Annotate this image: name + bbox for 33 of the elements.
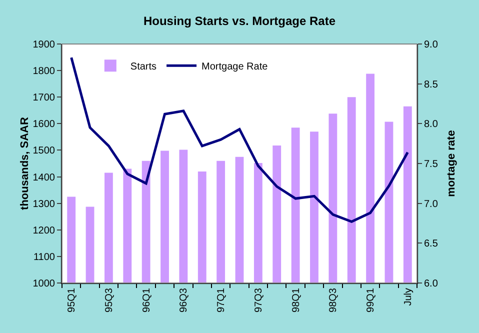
y2-tick-label: 7.0 bbox=[424, 198, 438, 210]
y-tick-label: 1100 bbox=[33, 252, 56, 263]
y2-axis-title: mortage rate bbox=[446, 130, 458, 197]
y-tick-label: 1500 bbox=[32, 146, 56, 157]
x-tick-label: 96Q1 bbox=[141, 288, 152, 312]
x-tick-label: 99Q1 bbox=[366, 288, 377, 312]
y-tick-label: 1900 bbox=[32, 40, 56, 50]
y2-tick-label: 6.0 bbox=[424, 278, 438, 290]
x-tick-label: 97Q1 bbox=[216, 288, 228, 312]
y2-tick-label: 9.0 bbox=[424, 40, 438, 50]
y-tick-label: 1600 bbox=[32, 119, 56, 130]
y2-tick-label: 8.5 bbox=[424, 79, 438, 90]
legend-label: Starts bbox=[130, 62, 157, 73]
y-tick-label: 1700 bbox=[32, 92, 56, 104]
x-tick-label: 95Q3 bbox=[104, 288, 115, 312]
x-tick-label: 95Q1 bbox=[66, 288, 78, 312]
x-tick-label: 98Q3 bbox=[328, 288, 340, 312]
legend-label: Mortgage Rate bbox=[202, 62, 268, 73]
y-tick-label: 1400 bbox=[32, 172, 56, 184]
y-tick-label: 1800 bbox=[32, 66, 56, 78]
y-tick-label: 1300 bbox=[32, 198, 56, 210]
chart-title: Housing Starts vs. Mortgage Rate bbox=[143, 14, 336, 28]
y2-tick-label: 6.5 bbox=[424, 238, 438, 250]
x-tick-label: July bbox=[402, 288, 414, 306]
x-tick-label: 96Q3 bbox=[178, 288, 190, 312]
y2-tick-label: 7.5 bbox=[424, 159, 438, 170]
y2-tick-label: 8.0 bbox=[424, 119, 438, 130]
y-axis-title: thousands, SAAR bbox=[18, 117, 31, 210]
y-tick-label: 1000 bbox=[32, 278, 56, 290]
line-series bbox=[70, 56, 409, 223]
y-tick-label: 1200 bbox=[32, 225, 56, 236]
x-tick-label: 98Q1 bbox=[290, 288, 302, 312]
x-tick-label: 97Q3 bbox=[253, 288, 264, 312]
